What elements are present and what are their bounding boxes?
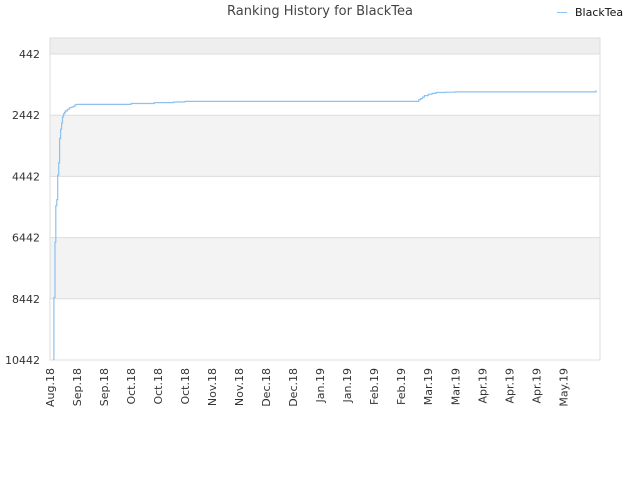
legend-line-icon [557, 12, 567, 13]
x-tick-label: Dec.18 [287, 368, 300, 407]
y-tick-label: 4442 [12, 170, 40, 183]
x-tick-label: Feb.19 [395, 368, 408, 405]
plot-band [50, 237, 600, 299]
y-tick-label: 2442 [12, 109, 40, 122]
y-tick-label: 8442 [12, 293, 40, 306]
x-tick-label: Apr.19 [530, 368, 543, 404]
legend[interactable]: BlackTea [557, 6, 623, 19]
x-tick-label: Nov.18 [233, 368, 246, 406]
plot-band [50, 38, 600, 54]
x-tick-label: Oct.18 [152, 368, 165, 405]
plot-border [49, 37, 601, 361]
plot-band [50, 298, 600, 360]
x-tick-label: Apr.19 [503, 368, 516, 404]
x-tick-label: Jan.19 [341, 368, 354, 403]
legend-label: BlackTea [575, 6, 624, 19]
plot-band [50, 115, 600, 177]
x-tick-label: Oct.18 [179, 368, 192, 405]
x-tick-label: Nov.18 [206, 368, 219, 406]
x-tick-label: May.19 [557, 368, 570, 407]
x-tick-label: Apr.19 [476, 368, 489, 404]
x-tick-label: Aug.18 [44, 368, 57, 407]
y-tick-label: 10442 [5, 354, 40, 367]
x-tick-label: Mar.19 [449, 368, 462, 405]
y-tick-label: 442 [19, 48, 40, 61]
y-tick-label: 6442 [12, 232, 40, 245]
x-tick-label: Dec.18 [260, 368, 273, 407]
x-tick-label: Sep.18 [71, 368, 84, 406]
chart-title: Ranking History for BlackTea [227, 4, 413, 19]
series-line-blacktea [53, 90, 597, 360]
plot-band [50, 176, 600, 238]
x-tick-label: Mar.19 [422, 368, 435, 405]
x-tick-label: Sep.18 [98, 368, 111, 406]
x-tick-label: Feb.19 [368, 368, 381, 405]
plot-band [50, 54, 600, 116]
x-tick-label: Jan.19 [314, 368, 327, 403]
x-tick-label: Oct.18 [125, 368, 138, 405]
